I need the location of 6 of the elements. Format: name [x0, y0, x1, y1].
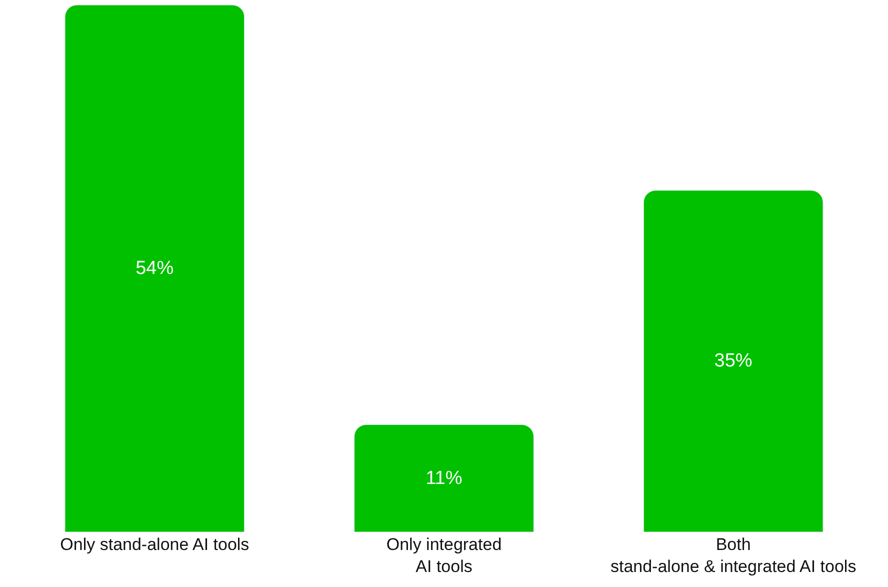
data-label: 54%	[136, 258, 174, 279]
data-label: 35%	[714, 350, 752, 372]
x-tick-label: Both stand-alone & integrated AI tools	[610, 535, 856, 576]
data-label: 11%	[426, 468, 462, 489]
x-tick-label: Only integrated AI tools	[386, 535, 502, 576]
x-tick-label: Only stand-alone AI tools	[60, 535, 250, 554]
